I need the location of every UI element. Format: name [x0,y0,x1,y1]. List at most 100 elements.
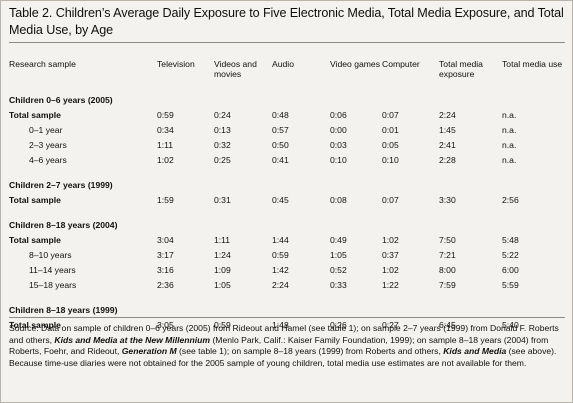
table-row: 4–6 years 1:02 0:25 0:41 0:10 0:10 2:28 n.a. [9,152,565,167]
table-row: 2–3 years 1:11 0:32 0:50 0:03 0:05 2:41 n.a. [9,137,565,152]
table-row: Total sample 0:59 0:24 0:48 0:06 0:07 2:24 n.a. [9,107,565,122]
table-cell: 0:05 [382,139,399,150]
table-cell: 0:13 [214,124,231,135]
table-cell: 2:28 [439,154,456,165]
group-header-row: Children 8–18 years (2004) [9,213,565,232]
table-cell: 0:33 [330,279,347,290]
table-row: 8–10 years 3:17 1:24 0:59 1:05 0:37 7:21 5:22 [9,247,565,262]
table-cell: 1:22 [382,279,399,290]
group-label: Children 8–18 years (1999) [9,304,118,315]
table-cell: 1:02 [382,264,399,275]
table-row: Total sample 3:04 1:11 1:44 0:49 1:02 7:50 5:48 [9,232,565,247]
table-cell: 1:11 [157,139,174,150]
table-cell: n.a. [502,139,517,150]
footnote-text-4: (see above). Because time-use diaries we… [9,346,557,368]
table-cell: 0:10 [382,154,399,165]
table-cell: 0:37 [382,249,399,260]
source-footnote: Source: Data on sample of children 0–6 y… [9,323,565,369]
table-row: 0–1 year 0:34 0:13 0:57 0:00 0:01 1:45 n.a. [9,122,565,137]
row-label: 4–6 years [29,154,67,165]
table-cell: 5:59 [502,279,519,290]
title-divider [9,42,565,43]
footnote-title-2: Generation M [121,346,177,357]
table-cell: 1:02 [157,154,174,165]
header-row: Research sample Television Videos and mo… [9,59,565,88]
table-cell: 1:24 [214,249,231,260]
footnote-title-3: Kids and Media [443,346,507,357]
table-cell: 0:59 [157,109,174,120]
table-body: Children 0–6 years (2005) Total sample 0:5… [9,88,565,332]
footnote-divider [9,317,565,318]
row-label: 15–18 years [29,279,77,290]
group-label: Children 2–7 years (1999) [9,179,113,190]
table-cell: 0:48 [272,109,289,120]
table-title: Table 2. Children’s Average Daily Exposu… [9,6,564,37]
table-cell: 2:56 [502,194,519,205]
table-cell: 5:48 [502,234,519,245]
table-cell: 0:50 [272,139,289,150]
group-header-row: Children 8–18 years (1999) [9,298,565,317]
group-label: Children 0–6 years (2005) [9,94,113,105]
table-cell: 0:01 [382,124,399,135]
table-cell: 2:24 [439,109,456,120]
group-header-row: Children 0–6 years (2005) [9,88,565,107]
table-cell: 1:48 [272,319,289,330]
group-label: Children 8–18 years (2004) [9,219,118,230]
table-cell: n.a. [502,124,517,135]
header-television: Television [157,59,195,69]
table-cell: 5:40 [502,319,519,330]
table-row: 11–14 years 3:16 1:09 1:42 0:52 1:02 8:00 6:00 [9,262,565,277]
table-cell: 0:00 [330,124,347,135]
table-cell: 0:52 [330,264,347,275]
table-cell: 1:02 [382,234,399,245]
table-cell: 0:59 [272,249,289,260]
table-cell: 0:25 [214,154,231,165]
table-cell: 1:09 [214,264,231,275]
row-label: 8–10 years [29,249,72,260]
table-cell: 2:24 [272,279,289,290]
header-research-sample: Research sample [9,59,76,69]
table-cell: 1:11 [214,234,231,245]
table-cell: n.a. [502,109,517,120]
table-cell: 3:30 [439,194,456,205]
row-label: Total sample [9,194,61,205]
header-computer: Computer [382,59,420,69]
table-cell: 3:04 [157,234,174,245]
table-cell: 0:57 [272,124,289,135]
table-row: Total sample 3:05 0:59 1:48 0:26 0:27 6:45 5:40 [9,317,565,332]
table-cell: 0:45 [272,194,289,205]
table-cell: 0:07 [382,194,399,205]
table-cell: 0:10 [330,154,347,165]
row-label: Total sample [9,319,61,330]
table-cell: 2:41 [439,139,456,150]
table-cell: 5:22 [502,249,519,260]
header-audio: Audio [272,59,294,69]
header-total-use: Total media use [502,59,563,69]
media-exposure-table: Research sample Television Videos and mo… [9,59,565,332]
row-label: 2–3 years [29,139,67,150]
table-cell: 1:05 [214,279,231,290]
table-cell: 0:59 [214,319,231,330]
table-cell: 0:24 [214,109,231,120]
row-label: 11–14 years [29,264,76,275]
footnote-text-1: Source: Data on sample of children 0–6 y… [9,323,559,345]
table-cell: 1:05 [330,249,347,260]
table-cell: 3:16 [157,264,174,275]
table-cell: 0:27 [382,319,399,330]
table-cell: 7:59 [439,279,456,290]
row-label: Total sample [9,234,61,245]
table-cell: 3:17 [157,249,174,260]
header-total-exposure: Total media exposure [439,59,483,79]
table-cell: 0:32 [214,139,231,150]
table-cell: 0:26 [330,319,347,330]
header-videos-movies: Videos and movies [214,59,257,79]
table-cell: 0:07 [382,109,399,120]
table-cell: 1:45 [439,124,456,135]
header-video-games: Video games [330,59,381,69]
table-cell: 6:45 [439,319,456,330]
table-cell: 3:05 [157,319,174,330]
table-cell: 2:36 [157,279,174,290]
footnote-text-3: (see table 1); on sample 8–18 years (199… [176,346,444,357]
table-cell: 0:08 [330,194,347,205]
